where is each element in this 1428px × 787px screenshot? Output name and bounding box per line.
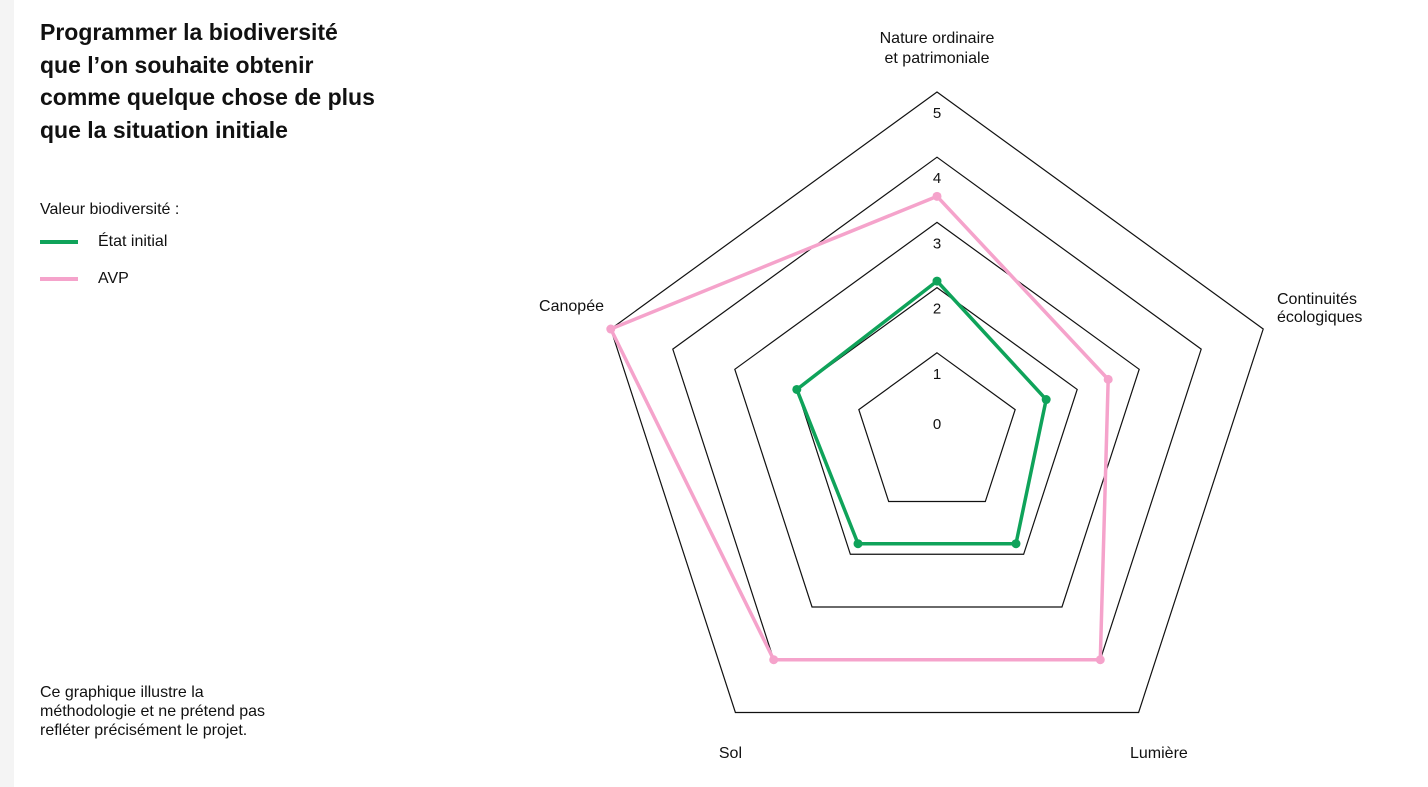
tick-label: 5 <box>933 105 941 122</box>
tick-label: 3 <box>933 235 941 252</box>
tick-label: 2 <box>933 301 941 318</box>
axis-label: écologiques <box>1277 309 1362 326</box>
note-line: Ce graphique illustre la <box>40 684 204 701</box>
tick-label: 1 <box>933 366 941 383</box>
axis-label: et patrimoniale <box>885 50 990 67</box>
data-point <box>792 384 802 394</box>
data-point <box>1041 395 1051 405</box>
disclaimer-note: Ce graphique illustre la méthodologie et… <box>40 683 340 740</box>
legend-item-avp: AVP <box>40 270 129 288</box>
series-line-etat-initial <box>795 279 1048 546</box>
data-point <box>932 191 942 201</box>
tick-label: 4 <box>933 170 941 187</box>
grid-ring-3 <box>734 221 1140 608</box>
series-line-avp <box>609 194 1110 662</box>
title-line: Programmer la biodiversité <box>40 19 338 45</box>
title-line: que l’on souhaite obtenir <box>40 51 314 78</box>
legend-text: AVP <box>98 270 129 287</box>
axis-label: Continuités <box>1277 291 1357 308</box>
note-line: refléter précisément le projet. <box>40 722 248 739</box>
data-point <box>1103 374 1113 384</box>
axis-label: Canopée <box>539 298 604 315</box>
data-point <box>606 324 616 334</box>
left-edge-strip <box>0 0 14 787</box>
data-point <box>932 276 942 286</box>
axis-label: Nature ordinaire <box>880 30 995 47</box>
grid-ring-4 <box>672 156 1202 661</box>
legend-swatch-green <box>40 240 78 244</box>
title-line: comme quelque chose de plus <box>40 84 375 110</box>
legend-swatch-pink <box>40 277 78 281</box>
axis-label: Sol <box>719 745 742 762</box>
data-point <box>1095 655 1105 665</box>
data-point <box>1011 539 1021 549</box>
chart-title: Programmer la biodiversité que l’on souh… <box>40 16 460 146</box>
axis-label: Lumière <box>1130 745 1188 762</box>
data-point <box>769 655 779 665</box>
legend-label: Valeur biodiversité : <box>40 201 180 218</box>
note-line: méthodologie et ne prétend pas <box>40 703 266 720</box>
grid-ring-5 <box>610 91 1264 714</box>
legend-text: État initial <box>98 233 168 250</box>
data-point <box>853 539 863 549</box>
legend-item-etat-initial: État initial <box>40 233 167 251</box>
grid-ring-1 <box>858 352 1016 503</box>
tick-label: 0 <box>933 416 941 433</box>
title-line: que la situation initiale <box>40 116 288 143</box>
